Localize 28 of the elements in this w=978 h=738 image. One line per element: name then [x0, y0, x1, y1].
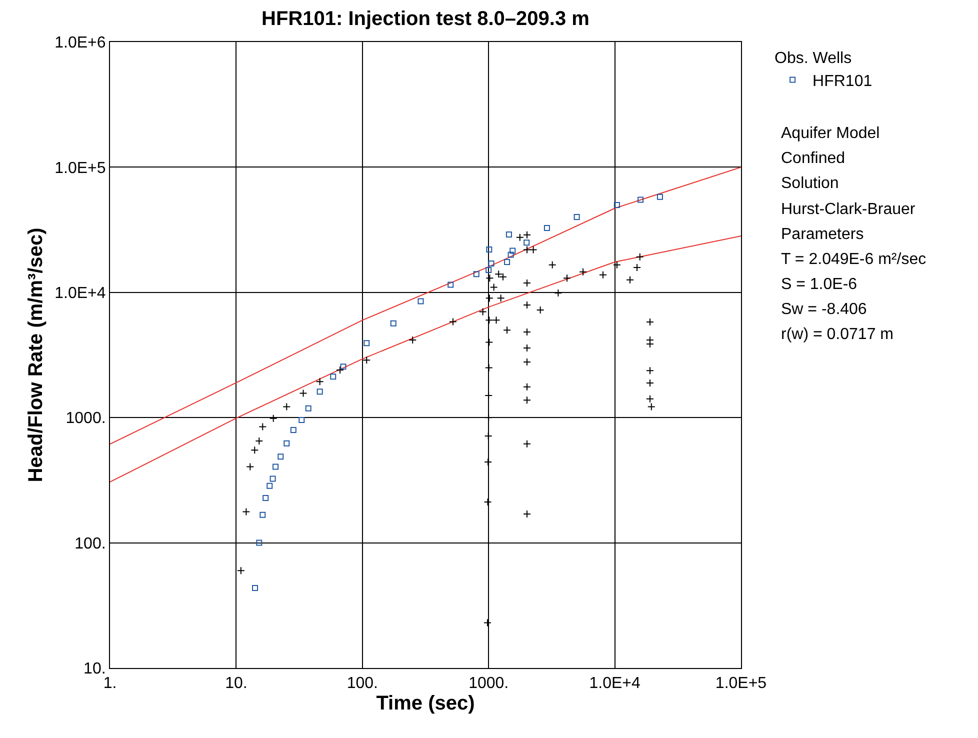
x-tick-label: 10.: [225, 675, 248, 692]
y-tick-label: 100.: [74, 535, 106, 552]
text: Parameters: [781, 226, 864, 243]
y-tick-label: 1.0E+5: [54, 160, 106, 177]
y-tick-label: 10.: [84, 660, 106, 678]
x-axis-title: Time (sec): [376, 692, 475, 715]
x-tick-label: 100.: [346, 675, 378, 692]
y-tick-label: 1.0E+4: [54, 285, 106, 302]
x-tick-label: 1.0E+4: [589, 675, 640, 692]
x-tick-label: 1.: [103, 675, 117, 692]
x-tick-label: 1000.: [468, 675, 509, 692]
text: Hurst-Clark-Brauer: [781, 201, 916, 218]
y-tick-label: 1000.: [66, 410, 106, 428]
text: T = 2.049E-6 m²/sec: [781, 251, 926, 268]
text: Confined: [781, 150, 846, 167]
text: Sw = -8.406: [781, 301, 867, 318]
x-tick-label: 1.0E+5: [715, 675, 767, 692]
text: Aquifer Model: [781, 125, 880, 142]
line-series: [110, 166, 741, 445]
text: r(w) = 0.0717 m: [781, 326, 894, 343]
y-tick-label: 1.0E+6: [54, 34, 106, 52]
legend-title: Obs. Wells: [774, 50, 852, 67]
text: Solution: [781, 175, 839, 192]
text: S = 1.0E-6: [781, 276, 858, 293]
line-series: [110, 236, 741, 482]
chart-title: HFR101: Injection test 8.0–209.3 m: [262, 8, 590, 30]
legend-label: HFR101: [812, 72, 872, 90]
y-axis-title: Head/Flow Rate (m/m³/sec): [25, 228, 48, 482]
